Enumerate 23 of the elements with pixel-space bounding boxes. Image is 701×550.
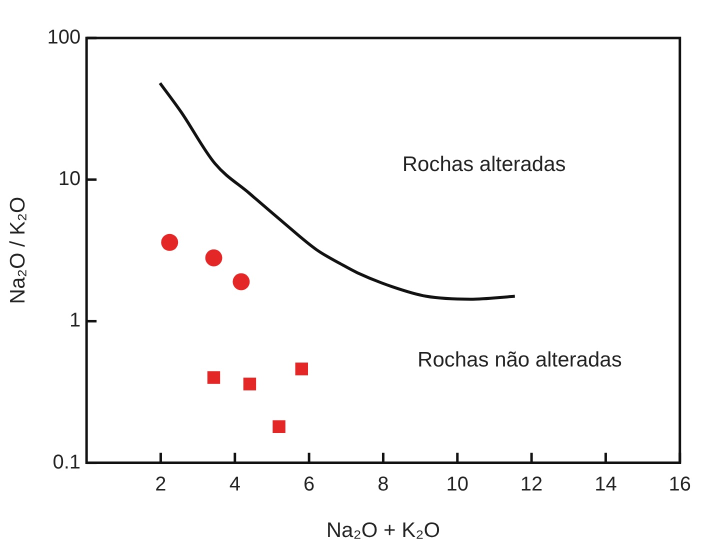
- y-tick-label: 0.1: [52, 451, 81, 474]
- point: [232, 273, 250, 290]
- point: [243, 378, 256, 390]
- point: [207, 371, 220, 384]
- annotation: Rochas não alteradas: [418, 348, 622, 372]
- annotation: Rochas alteradas: [402, 153, 566, 176]
- y-axis-title: Na₂O / K₂O: [6, 196, 30, 304]
- x-tick-label: 12: [520, 473, 543, 496]
- point: [272, 420, 286, 434]
- x-tick-label: 6: [303, 473, 315, 496]
- x-axis-title: Na₂O + K₂O: [326, 519, 440, 542]
- y-tick-label: 10: [58, 168, 81, 190]
- point: [205, 249, 222, 266]
- point: [295, 362, 308, 376]
- x-tick-label: 16: [668, 473, 691, 496]
- y-tick-label: 100: [47, 26, 81, 49]
- point: [161, 234, 178, 251]
- y-tick-label: 1: [69, 310, 81, 332]
- x-tick-label: 10: [446, 473, 469, 496]
- x-tick-label: 2: [155, 473, 166, 496]
- x-tick-label: 8: [378, 473, 389, 496]
- x-tick-label: 14: [594, 473, 617, 496]
- x-tick-label: 4: [229, 473, 240, 496]
